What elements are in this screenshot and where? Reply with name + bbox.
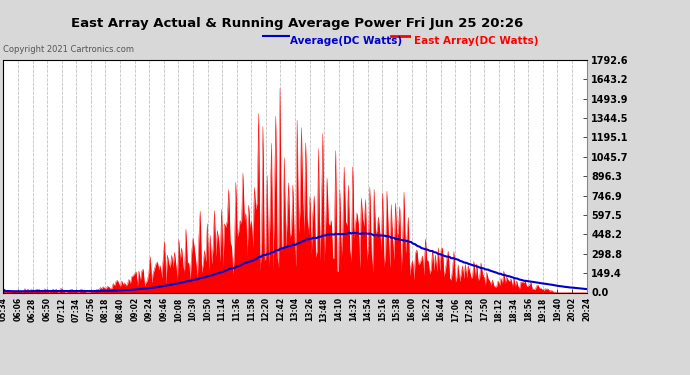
Text: Average(DC Watts): Average(DC Watts) <box>290 36 402 46</box>
Text: Copyright 2021 Cartronics.com: Copyright 2021 Cartronics.com <box>3 45 135 54</box>
Text: East Array(DC Watts): East Array(DC Watts) <box>414 36 538 46</box>
Text: East Array Actual & Running Average Power Fri Jun 25 20:26: East Array Actual & Running Average Powe… <box>70 17 523 30</box>
